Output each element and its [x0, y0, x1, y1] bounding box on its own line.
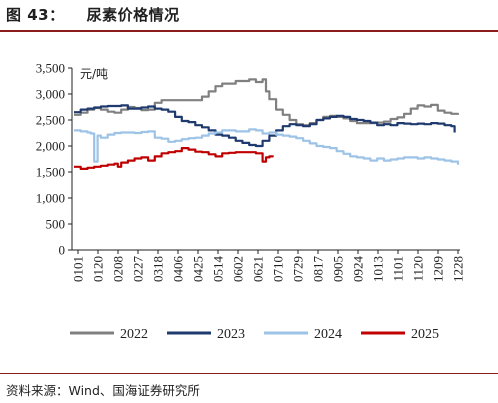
- y-tick-label: 1,500: [36, 165, 65, 180]
- series-lines: [74, 78, 460, 170]
- figure-number: 图 43：: [6, 6, 65, 24]
- source-rule: [0, 373, 498, 374]
- x-tick-label: 0602: [231, 256, 246, 282]
- x-tick-label: 0406: [171, 256, 186, 283]
- y-axis-unit-label: 元/吨: [80, 67, 108, 81]
- y-tick-label: 2,500: [36, 113, 65, 128]
- x-tick-label: 0318: [151, 256, 166, 282]
- x-tick-label: 0729: [291, 256, 306, 282]
- y-tick-label: 3,500: [36, 61, 65, 76]
- x-tick-label: 0905: [331, 256, 346, 282]
- y-tick-label: 500: [46, 217, 66, 232]
- x-tick-label: 1209: [431, 256, 446, 282]
- x-tick-label: 0120: [91, 256, 106, 282]
- figure-title-text: 尿素价格情况: [86, 6, 180, 24]
- y-tick-label: 2,000: [36, 139, 65, 154]
- legend-label-2022: 2022: [120, 327, 148, 342]
- x-tick-label: 0101: [71, 256, 86, 282]
- legend: 2022 2023 2024 2025: [70, 327, 439, 342]
- figure-title: 图 43： 尿素价格情况: [6, 4, 180, 25]
- title-rule: [0, 30, 498, 32]
- x-ticks: 0101 0120 0208 0227 0318 0406 0425 0514 0602 0621…: [71, 250, 466, 282]
- x-tick-label: 1101: [391, 256, 406, 282]
- series-line-2023: [74, 104, 456, 148]
- x-tick-label: 0817: [311, 256, 326, 283]
- x-tick-label: 0514: [211, 256, 226, 283]
- x-tick-label: 0710: [271, 256, 286, 282]
- x-tick-label: 0621: [251, 256, 266, 282]
- legend-label-2025: 2025: [411, 327, 439, 342]
- series-line-2022: [74, 78, 460, 127]
- x-tick-label: 1228: [451, 256, 466, 282]
- series-line-2024: [74, 128, 460, 165]
- x-tick-label: 1013: [371, 256, 386, 282]
- source-note: 资料来源：Wind、国海证券研究所: [6, 383, 200, 398]
- x-tick-label: 0425: [191, 256, 206, 282]
- x-tick-label: 0924: [351, 256, 366, 283]
- x-tick-label: 0227: [131, 256, 146, 283]
- y-tick-label: 3,000: [36, 87, 65, 102]
- legend-label-2024: 2024: [314, 327, 342, 342]
- x-tick-label: 0208: [111, 256, 126, 282]
- series-line-2025: [74, 147, 274, 170]
- x-tick-label: 1120: [411, 256, 426, 282]
- legend-label-2023: 2023: [217, 327, 245, 342]
- y-tick-label: 0: [59, 243, 66, 258]
- y-tick-label: 1,000: [36, 191, 65, 206]
- y-ticks: 0 500 1,000 1,500 2,000 2,500 3,000 3,500: [36, 61, 72, 258]
